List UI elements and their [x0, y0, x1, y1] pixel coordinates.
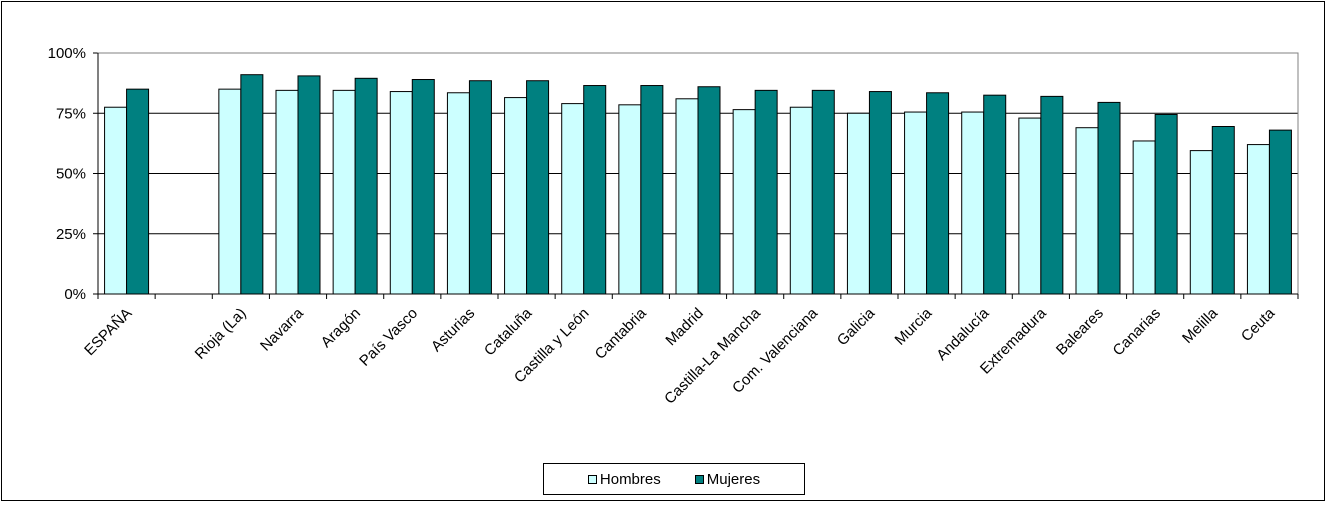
bar-hombres: [904, 111, 928, 295]
bar-mujeres: [583, 85, 607, 295]
bar-hombres: [275, 89, 299, 295]
y-tick-label: 100%: [48, 45, 86, 62]
bar-hombres: [1189, 150, 1213, 295]
chart-legend: Hombres Mujeres: [543, 463, 805, 495]
bar-hombres: [104, 106, 128, 295]
bar-hombres: [1018, 117, 1042, 295]
bar-hombres: [1246, 144, 1270, 295]
legend-label-mujeres: Mujeres: [706, 470, 761, 488]
bar-mujeres: [1154, 113, 1178, 295]
bar-mujeres: [811, 89, 835, 295]
bar-hombres: [332, 89, 356, 295]
bar-hombres: [1075, 127, 1099, 295]
bar-hombres: [789, 106, 813, 295]
y-tick-label: 75%: [56, 105, 86, 122]
x-tick-label: Baleares: [1053, 305, 1107, 359]
bar-hombres: [846, 112, 870, 295]
bar-mujeres: [1097, 101, 1121, 295]
x-tick-label: Canarias: [1110, 305, 1164, 359]
bar-hombres: [1132, 140, 1156, 295]
x-tick-label: Castilla-La Mancha: [661, 304, 764, 407]
x-tick-label: Murcia: [892, 304, 936, 348]
x-tick-label: ESPAÑA: [81, 305, 135, 359]
bar-mujeres: [411, 79, 435, 295]
x-tick-label: Galicia: [834, 304, 879, 349]
bar-mujeres: [126, 88, 150, 295]
x-tick-label: Ceuta: [1238, 304, 1279, 345]
x-tick-label: País Vasco: [356, 305, 421, 370]
bar-mujeres: [1040, 95, 1064, 295]
bar-hombres: [961, 111, 985, 295]
bar-mujeres: [868, 91, 892, 295]
bar-mujeres: [754, 89, 778, 295]
bar-hombres: [389, 91, 413, 295]
bar-mujeres: [526, 80, 550, 295]
bar-hombres: [561, 103, 585, 295]
legend-swatch-mujeres: [694, 474, 704, 484]
bar-mujeres: [697, 86, 721, 295]
bar-mujeres: [640, 85, 664, 295]
legend-swatch-hombres: [587, 474, 597, 484]
bar-mujeres: [240, 74, 264, 295]
x-tick-label: Madrid: [662, 305, 706, 349]
bar-hombres: [504, 97, 528, 295]
bar-hombres: [675, 98, 699, 295]
x-tick-label: Rioja (La): [192, 305, 250, 363]
bar-mujeres: [926, 92, 950, 295]
x-tick-label: Andalucía: [933, 304, 993, 364]
bar-mujeres: [1268, 129, 1292, 295]
bar-mujeres: [354, 77, 378, 295]
x-tick-label: Melilla: [1179, 304, 1222, 347]
y-tick-label: 50%: [56, 166, 86, 183]
x-tick-label: Cantabria: [592, 304, 650, 362]
bar-hombres: [732, 109, 756, 295]
legend-label-hombres: Hombres: [599, 470, 661, 488]
bar-hombres: [218, 88, 242, 295]
x-tick-label: Asturias: [428, 305, 478, 355]
y-tick-label: 0%: [64, 286, 86, 303]
y-tick-label: 25%: [56, 226, 86, 243]
bar-hombres: [618, 104, 642, 295]
bar-mujeres: [983, 94, 1007, 295]
bar-mujeres: [297, 75, 321, 295]
bar-mujeres: [468, 80, 492, 295]
bar-hombres: [446, 92, 470, 295]
bar-mujeres: [1211, 126, 1235, 295]
x-tick-label: Cataluña: [481, 304, 536, 359]
x-tick-label: Aragón: [318, 305, 364, 351]
legend-item-hombres: Hombres: [587, 470, 661, 488]
x-tick-label: Navarra: [257, 304, 307, 354]
legend-item-mujeres: Mujeres: [694, 470, 761, 488]
